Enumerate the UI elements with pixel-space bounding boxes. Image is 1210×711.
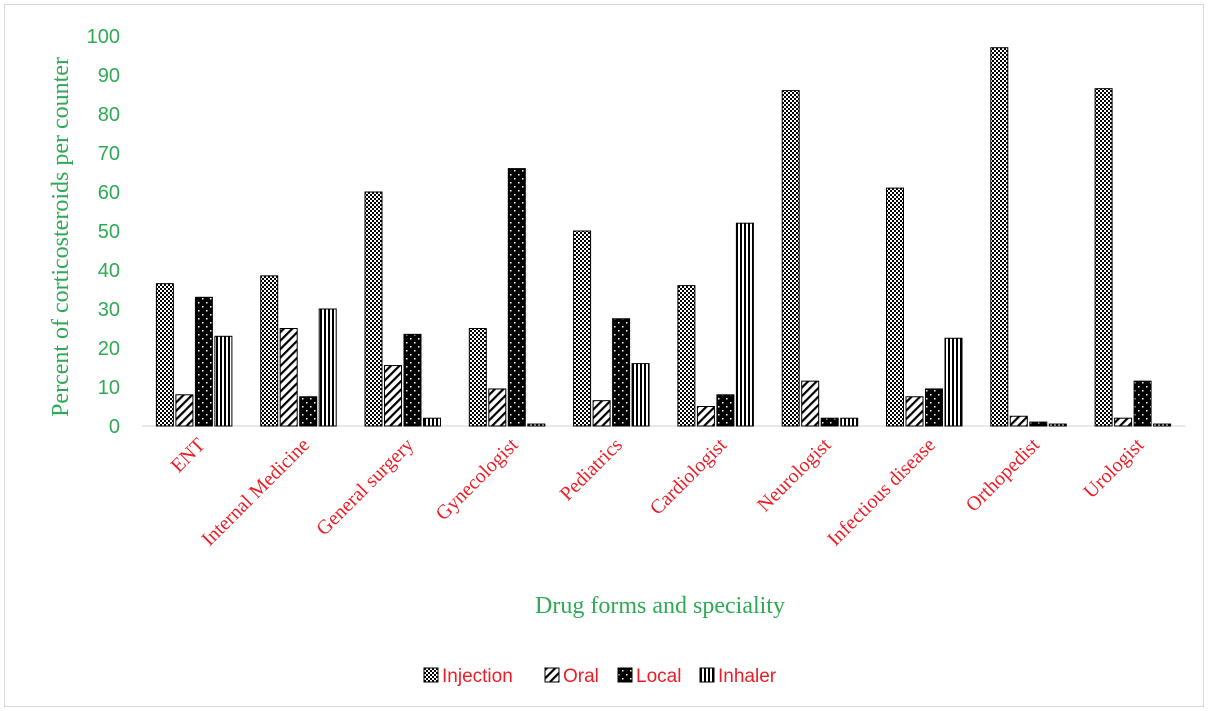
bar-local-3 <box>507 168 526 427</box>
bar-injection-6 <box>781 90 800 427</box>
bar-oral-4 <box>592 400 611 427</box>
bar-inhaler-8 <box>1048 423 1067 427</box>
category-label: ENT <box>167 434 210 477</box>
bar-oral-0 <box>175 394 194 427</box>
category-label: Neurologist <box>753 434 836 517</box>
category-label: Cardiologist <box>646 434 732 520</box>
chart-frame <box>4 4 1204 707</box>
bar-local-0 <box>194 296 213 427</box>
bar-injection-9 <box>1094 88 1113 427</box>
category-label: Gynecologist <box>432 434 523 525</box>
bar-injection-2 <box>364 191 383 427</box>
y-tick-label: 30 <box>98 299 120 321</box>
bar-local-9 <box>1133 380 1152 427</box>
legend: Injection Oral Local Inhaler <box>423 666 777 687</box>
bar-local-6 <box>820 417 839 427</box>
legend-label-oral: Oral <box>563 666 599 687</box>
bar-local-7 <box>925 388 943 427</box>
bar-injection-5 <box>677 285 696 427</box>
bar-inhaler-3 <box>527 423 546 427</box>
y-tick-label: 10 <box>98 377 120 399</box>
bar-inhaler-9 <box>1153 423 1172 427</box>
y-axis-title: Percent of corticosteroids per counter <box>48 57 74 417</box>
category-label: Urologist <box>1079 434 1148 503</box>
bar-inhaler-6 <box>840 417 859 427</box>
y-tick-label: 60 <box>98 182 120 204</box>
bar-oral-5 <box>696 406 715 427</box>
category-label: General surgery <box>312 434 418 540</box>
bar-injection-0 <box>155 283 174 427</box>
legend-swatch-injection <box>423 667 439 683</box>
category-label: Internal Medicine <box>198 434 315 551</box>
bar-local-1 <box>299 396 318 427</box>
y-tick-label: 100 <box>87 26 120 48</box>
bar-injection-3 <box>468 328 487 427</box>
bar-local-5 <box>716 394 735 427</box>
bar-oral-2 <box>384 365 402 427</box>
y-tick-label: 70 <box>98 143 120 165</box>
bar-injection-4 <box>573 230 592 427</box>
bar-local-2 <box>403 333 422 427</box>
legend-swatch-inhaler <box>699 667 715 683</box>
bar-oral-6 <box>801 380 820 427</box>
legend-label-injection: Injection <box>442 666 513 687</box>
bar-oral-1 <box>279 328 298 427</box>
bars <box>155 47 1172 427</box>
bar-inhaler-7 <box>944 337 963 427</box>
bar-oral-3 <box>488 388 507 427</box>
bar-inhaler-0 <box>214 335 233 427</box>
bar-oral-9 <box>1114 417 1133 427</box>
bar-local-8 <box>1029 421 1048 427</box>
category-label: Infectious disease <box>823 434 940 551</box>
y-tick-label: 0 <box>109 416 120 438</box>
y-tick-label: 40 <box>98 260 120 282</box>
bar-injection-1 <box>260 275 279 427</box>
y-axis-ticks: 0 10 20 30 40 50 60 70 80 90 100 <box>87 26 120 438</box>
bar-oral-8 <box>1009 415 1028 427</box>
x-axis-title: Drug forms and speciality <box>535 593 785 619</box>
category-label: Pediatrics <box>556 434 627 505</box>
bar-oral-7 <box>905 396 924 427</box>
bar-inhaler-4 <box>631 363 650 427</box>
y-tick-label: 90 <box>98 65 120 87</box>
bar-inhaler-1 <box>318 308 337 427</box>
bar-local-4 <box>612 318 631 427</box>
y-tick-label: 50 <box>98 221 120 243</box>
bar-injection-7 <box>886 187 904 427</box>
y-tick-label: 80 <box>98 104 120 126</box>
legend-label-local: Local <box>636 666 681 687</box>
bar-injection-8 <box>990 47 1009 427</box>
legend-label-inhaler: Inhaler <box>718 666 777 687</box>
legend-swatch-local <box>617 667 633 683</box>
y-tick-label: 20 <box>98 338 120 360</box>
legend-swatch-oral <box>544 667 560 683</box>
bar-inhaler-5 <box>735 222 754 427</box>
category-label: Orthopedist <box>962 434 1045 517</box>
bar-inhaler-2 <box>423 417 441 427</box>
